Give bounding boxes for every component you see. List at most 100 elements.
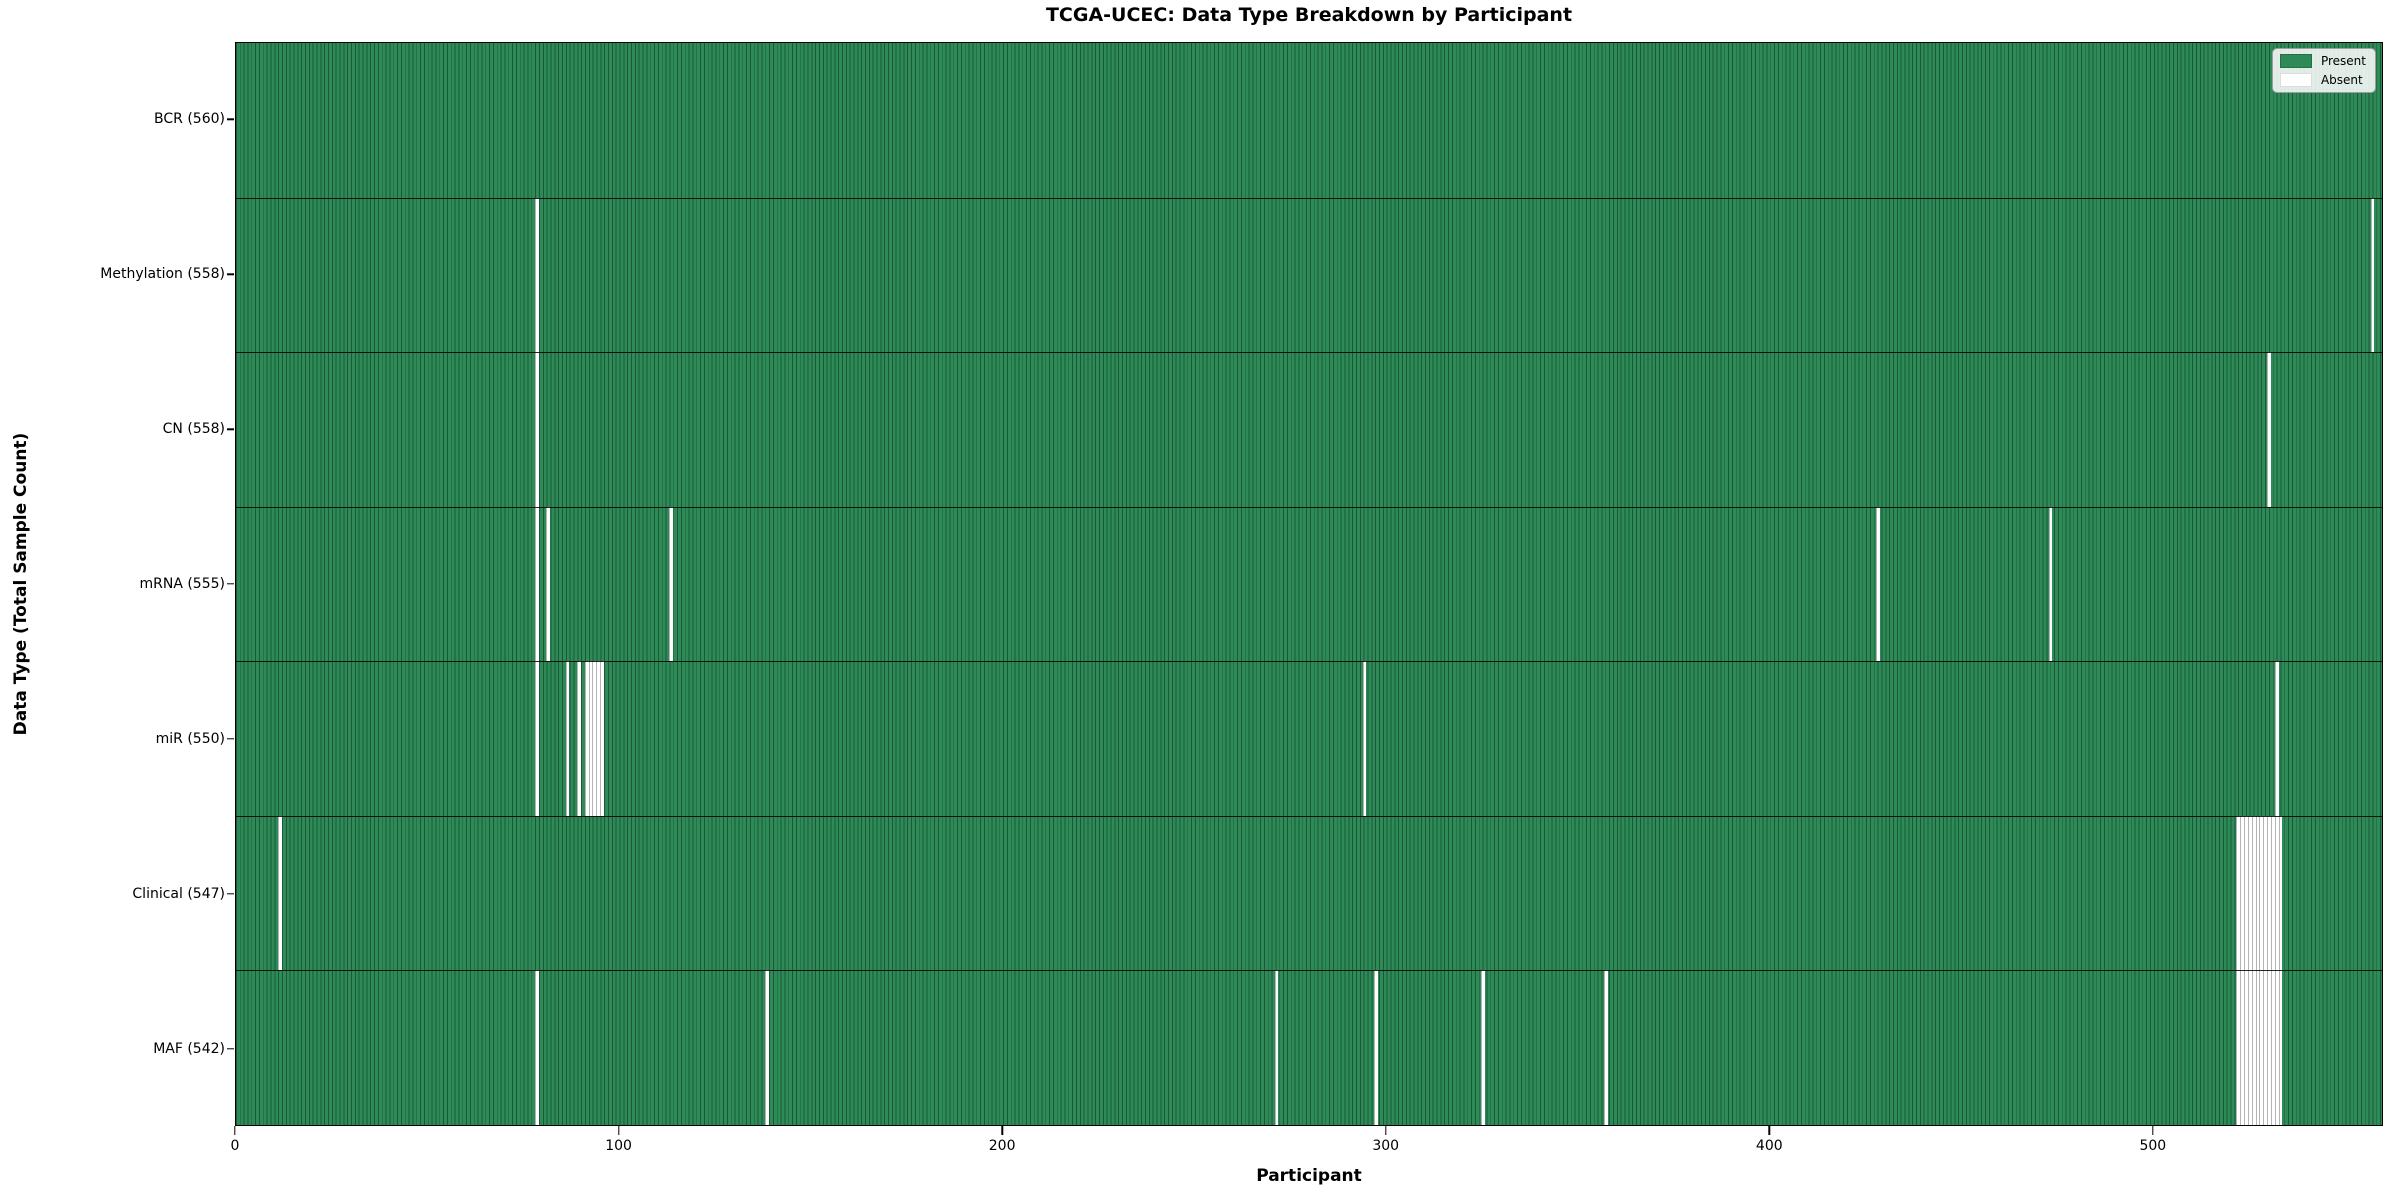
x-tick-label: 100: [605, 1138, 632, 1154]
absent-cell: [2267, 815, 2271, 971]
x-tick-mark: [1768, 1126, 1770, 1135]
y-tick-mark: [227, 273, 234, 275]
absent-cell: [669, 506, 673, 662]
absent-cell: [2251, 815, 2256, 971]
absent-cell: [534, 506, 539, 662]
legend-absent-swatch: [2279, 73, 2312, 87]
y-tick-mark: [227, 1047, 234, 1050]
y-tick-mark: [227, 118, 234, 121]
absent-cell: [2370, 197, 2375, 353]
absent-cell: [2259, 970, 2264, 1125]
absent-cell: [2267, 970, 2271, 1125]
row-separator: [236, 506, 2382, 508]
absent-cell: [2278, 815, 2283, 971]
row-mrna: [236, 506, 2382, 662]
y-tick-mark: [227, 893, 234, 895]
absent-cell: [2255, 970, 2260, 1125]
legend-present-swatch: [2279, 54, 2312, 68]
absent-cell: [1481, 970, 1486, 1125]
absent-cell: [2247, 970, 2252, 1125]
y-tick-label: MAF (542): [153, 1040, 225, 1057]
absent-cell: [2255, 815, 2260, 971]
absent-cell: [2274, 661, 2279, 816]
y-tick-mark: [227, 583, 234, 585]
y-tick-mark: [227, 428, 234, 430]
absent-cell: [2240, 970, 2245, 1125]
absent-cell: [2263, 815, 2268, 971]
row-separator: [236, 970, 2382, 972]
x-tick-label: 0: [230, 1138, 240, 1154]
row-separator: [236, 661, 2382, 663]
absent-cell: [1374, 970, 1378, 1125]
absent-cell: [2244, 970, 2248, 1125]
row-separator: [236, 197, 2382, 199]
x-tick-mark: [234, 1126, 236, 1135]
y-tick-label: Clinical (547): [132, 885, 225, 902]
x-tick-label: 200: [988, 1138, 1016, 1154]
absent-cell: [1604, 970, 1608, 1125]
absent-cell: [1362, 661, 1367, 816]
x-tick-mark: [1385, 1126, 1387, 1135]
row-separator: [236, 815, 2382, 817]
x-tick-label: 400: [1755, 1138, 1783, 1154]
absent-cell: [2278, 970, 2283, 1125]
absent-cell: [2244, 815, 2248, 971]
x-tick-mark: [2152, 1126, 2154, 1135]
absent-cell: [2267, 352, 2271, 507]
legend-item-present: Present: [2279, 54, 2366, 68]
absent-cell: [2048, 506, 2053, 662]
row-maf: [236, 970, 2382, 1125]
absent-cell: [2270, 815, 2275, 971]
absent-cell: [2247, 815, 2252, 971]
absent-cell: [534, 352, 539, 507]
absent-cell: [534, 661, 539, 816]
absent-cell: [2259, 815, 2264, 971]
x-tick-mark: [1001, 1126, 1003, 1135]
absent-cell: [600, 661, 604, 816]
absent-cell: [577, 661, 581, 816]
row-clinical: [236, 815, 2382, 971]
absent-cell: [2274, 970, 2279, 1125]
absent-cell: [2236, 970, 2241, 1125]
absent-cell: [1274, 970, 1279, 1125]
row-bcr: [236, 43, 2382, 198]
y-tick-label: mRNA (555): [139, 576, 225, 592]
x-tick-label: 300: [1372, 1138, 1400, 1154]
y-tick-mark: [227, 738, 234, 740]
row-mir: [236, 661, 2382, 816]
absent-cell: [588, 661, 593, 816]
plot-area: Present Absent: [235, 42, 2383, 1126]
absent-cell: [2251, 970, 2256, 1125]
absent-cell: [764, 970, 769, 1125]
legend: Present Absent: [2271, 48, 2376, 93]
absent-cell: [2236, 815, 2241, 971]
absent-cell: [278, 815, 282, 971]
row-methylation: [236, 197, 2382, 353]
absent-cell: [1876, 506, 1880, 662]
legend-item-absent: Absent: [2279, 73, 2366, 87]
absent-cell: [546, 506, 551, 662]
y-axis-label: Data Type (Total Sample Count): [11, 432, 31, 736]
absent-cell: [596, 661, 601, 816]
absent-cell: [2274, 815, 2279, 971]
legend-present-label: Present: [2320, 54, 2366, 68]
absent-cell: [2263, 970, 2268, 1125]
absent-cell: [534, 970, 539, 1125]
y-tick-label: BCR (560): [154, 111, 225, 128]
row-separator: [236, 352, 2382, 354]
y-tick-label: Methylation (558): [100, 266, 225, 283]
absent-cell: [592, 661, 597, 816]
x-tick-label: 500: [2139, 1138, 2167, 1154]
absent-cell: [2240, 815, 2245, 971]
absent-cell: [2270, 970, 2275, 1125]
chart-title: TCGA-UCEC: Data Type Breakdown by Partic…: [1045, 4, 1573, 26]
absent-cell: [534, 197, 539, 353]
y-tick-label: CN (558): [162, 421, 225, 438]
absent-cell: [584, 661, 589, 816]
legend-absent-label: Absent: [2320, 73, 2363, 87]
x-axis-label: Participant: [1256, 1166, 1362, 1186]
y-tick-label: miR (550): [155, 730, 225, 747]
row-cn: [236, 352, 2382, 507]
x-tick-mark: [617, 1126, 620, 1135]
